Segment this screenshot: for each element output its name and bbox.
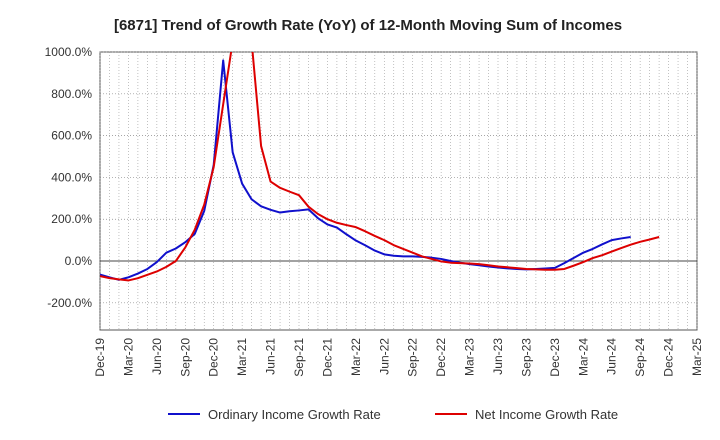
x-tick-label: Jun-24: [605, 338, 619, 375]
x-tick-label: Sep-23: [519, 338, 533, 377]
y-tick-label: 400.0%: [51, 170, 92, 184]
legend-label-ordinary-income: Ordinary Income Growth Rate: [208, 407, 381, 422]
legend-label-net-income: Net Income Growth Rate: [475, 407, 618, 422]
chart-title: [6871] Trend of Growth Rate (YoY) of 12-…: [114, 17, 622, 34]
x-tick-label: Dec-19: [93, 338, 107, 377]
x-tick-label: Jun-23: [491, 338, 505, 375]
x-tick-label: Mar-22: [349, 338, 363, 376]
legend: Ordinary Income Growth Rate Net Income G…: [168, 407, 618, 422]
y-tick-label: 200.0%: [51, 212, 92, 226]
x-tick-label: Mar-25: [690, 338, 704, 376]
y-axis-ticks: 1000.0% 800.0% 600.0% 400.0% 200.0% 0.0% -200.…: [45, 45, 93, 310]
x-tick-label: Dec-22: [434, 338, 448, 377]
x-tick-label: Sep-20: [178, 338, 192, 377]
x-tick-label: Sep-21: [292, 338, 306, 377]
y-tick-label: 1000.0%: [45, 45, 93, 59]
x-tick-label: Dec-24: [662, 338, 676, 377]
y-tick-label: 800.0%: [51, 87, 92, 101]
plot-area: [99, 51, 698, 331]
x-tick-label: Jun-20: [150, 338, 164, 375]
series-lines: [100, 52, 660, 282]
y-tick-label: 600.0%: [51, 129, 92, 143]
x-tick-label: Jun-21: [264, 338, 278, 375]
x-tick-label: Sep-24: [633, 338, 647, 377]
series-line-1: [100, 52, 660, 282]
y-tick-label: 0.0%: [65, 254, 93, 268]
x-tick-label: Jun-22: [377, 338, 391, 375]
x-tick-label: Mar-21: [235, 338, 249, 376]
x-tick-label: Mar-20: [121, 338, 135, 376]
x-tick-label: Dec-21: [320, 338, 334, 377]
x-tick-label: Dec-23: [548, 338, 562, 377]
x-tick-label: Dec-20: [207, 338, 221, 377]
x-tick-label: Mar-23: [463, 338, 477, 376]
x-axis-ticks: Dec-19 Mar-20 Jun-20 Sep-20 Dec-20 Mar-21 Jun-…: [93, 338, 704, 377]
x-tick-label: Mar-24: [576, 338, 590, 376]
y-tick-label: -200.0%: [47, 296, 92, 310]
grid-lines: [99, 51, 698, 330]
x-tick-label: Sep-22: [406, 338, 420, 377]
